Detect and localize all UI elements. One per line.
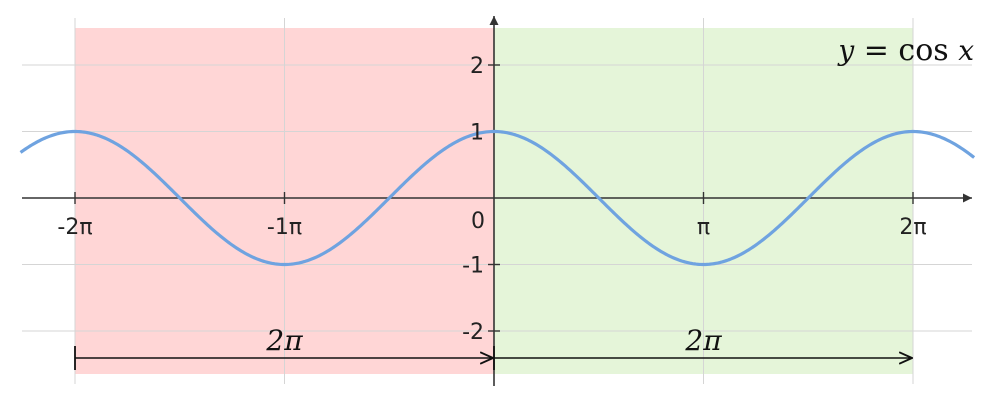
- y-tick-label-4: -2: [462, 320, 484, 345]
- curve-layer: [19, 129, 976, 267]
- y-tick-label-1: 2: [470, 54, 484, 79]
- period-arrows: 2π 2π: [74, 324, 912, 370]
- function-label-x: x: [958, 34, 974, 67]
- function-label-cos: cos: [898, 33, 958, 68]
- tick-labels: -2π -1π π 2π 0 2 1 -1 -2: [57, 54, 926, 345]
- x-tick-label-2: -1π: [267, 215, 302, 240]
- function-label-eq: =: [854, 33, 898, 68]
- x-tick-label-3: π: [697, 215, 710, 240]
- y-tick-label-3: -1: [462, 254, 484, 279]
- period-arrow-label-1: 2π: [265, 324, 303, 357]
- origin-label: 0: [471, 209, 485, 234]
- cosine-curve: [19, 129, 976, 267]
- x-tick-label-4: 2π: [899, 215, 926, 240]
- function-label: y = cos x: [836, 33, 974, 68]
- function-label-y: y: [836, 34, 855, 67]
- x-tick-label-1: -2π: [57, 215, 92, 240]
- period-arrow-label-2: 2π: [684, 324, 722, 357]
- y-tick-label-2: 1: [470, 121, 484, 146]
